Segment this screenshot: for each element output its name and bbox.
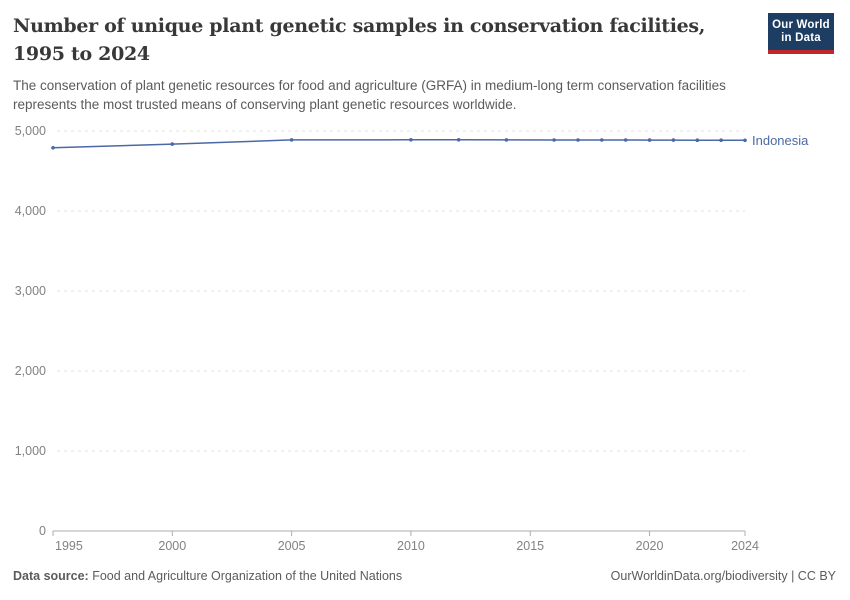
x-axis-tick-label: 2015 — [516, 539, 544, 553]
data-source-note: Data source: Food and Agriculture Organi… — [13, 569, 402, 583]
chart-title: Number of unique plant genetic samples i… — [13, 12, 761, 68]
data-point[interactable] — [695, 138, 700, 142]
x-axis-tick-label: 2024 — [731, 539, 759, 553]
data-point[interactable] — [623, 138, 628, 142]
chart-footer: Data source: Food and Agriculture Organi… — [13, 569, 836, 583]
chart-subtitle-line-1: The conservation of plant genetic resour… — [13, 78, 726, 93]
entity-label[interactable]: Indonesia — [752, 133, 809, 148]
data-source-value: Food and Agriculture Organization of the… — [88, 569, 403, 583]
y-axis-tick-label: 2,000 — [15, 364, 46, 378]
data-point[interactable] — [170, 142, 175, 146]
data-point[interactable] — [576, 138, 580, 142]
y-axis-tick-label: 1,000 — [15, 444, 46, 458]
chart-subtitle-line-2: represents the most trusted means of con… — [13, 97, 517, 112]
chart-title-line-2: 1995 to 2024 — [13, 43, 150, 65]
x-axis-tick-label: 1995 — [55, 539, 83, 553]
chart-plot-area[interactable]: 0 1,000 2,000 3,000 4,000 5,000 1995 2000 2005 20… — [0, 118, 850, 558]
chart-title-line-1: Number of unique plant genetic samples i… — [13, 15, 706, 37]
x-axis-tick-label: 2005 — [278, 539, 306, 553]
y-axis-tick-label: 5,000 — [15, 124, 46, 138]
chart-subtitle: The conservation of plant genetic resour… — [13, 76, 761, 114]
line-chart[interactable]: 0 1,000 2,000 3,000 4,000 5,000 1995 2000 2005 20… — [0, 118, 850, 558]
x-axis-tick-label: 2000 — [158, 539, 186, 553]
data-point[interactable] — [671, 138, 676, 142]
x-axis-tick-label: 2020 — [636, 539, 664, 553]
data-point[interactable] — [600, 138, 604, 142]
chart-header: Number of unique plant genetic samples i… — [13, 12, 761, 114]
owid-logo[interactable]: Our World in Data — [768, 13, 834, 54]
data-point[interactable] — [719, 138, 723, 142]
owid-url-link[interactable]: OurWorldinData.org/biodiversity | CC BY — [610, 569, 836, 583]
y-axis-tick-label: 3,000 — [15, 284, 46, 298]
data-point[interactable] — [552, 138, 556, 142]
x-axis-tick-label: 2010 — [397, 539, 425, 553]
data-point[interactable] — [289, 138, 294, 142]
y-axis-tick-label: 4,000 — [15, 204, 46, 218]
owid-logo-line-1: Our World — [772, 18, 830, 31]
data-point[interactable] — [409, 138, 413, 142]
trend-line[interactable] — [52, 139, 746, 149]
y-axis-tick-label: 0 — [39, 524, 46, 538]
data-point[interactable] — [51, 146, 55, 150]
data-point[interactable] — [647, 138, 652, 142]
data-source-label: Data source: — [13, 569, 89, 583]
data-point[interactable] — [456, 138, 461, 142]
data-point[interactable] — [743, 138, 747, 143]
owid-logo-line-2: in Data — [781, 31, 821, 44]
data-point[interactable] — [504, 138, 509, 142]
